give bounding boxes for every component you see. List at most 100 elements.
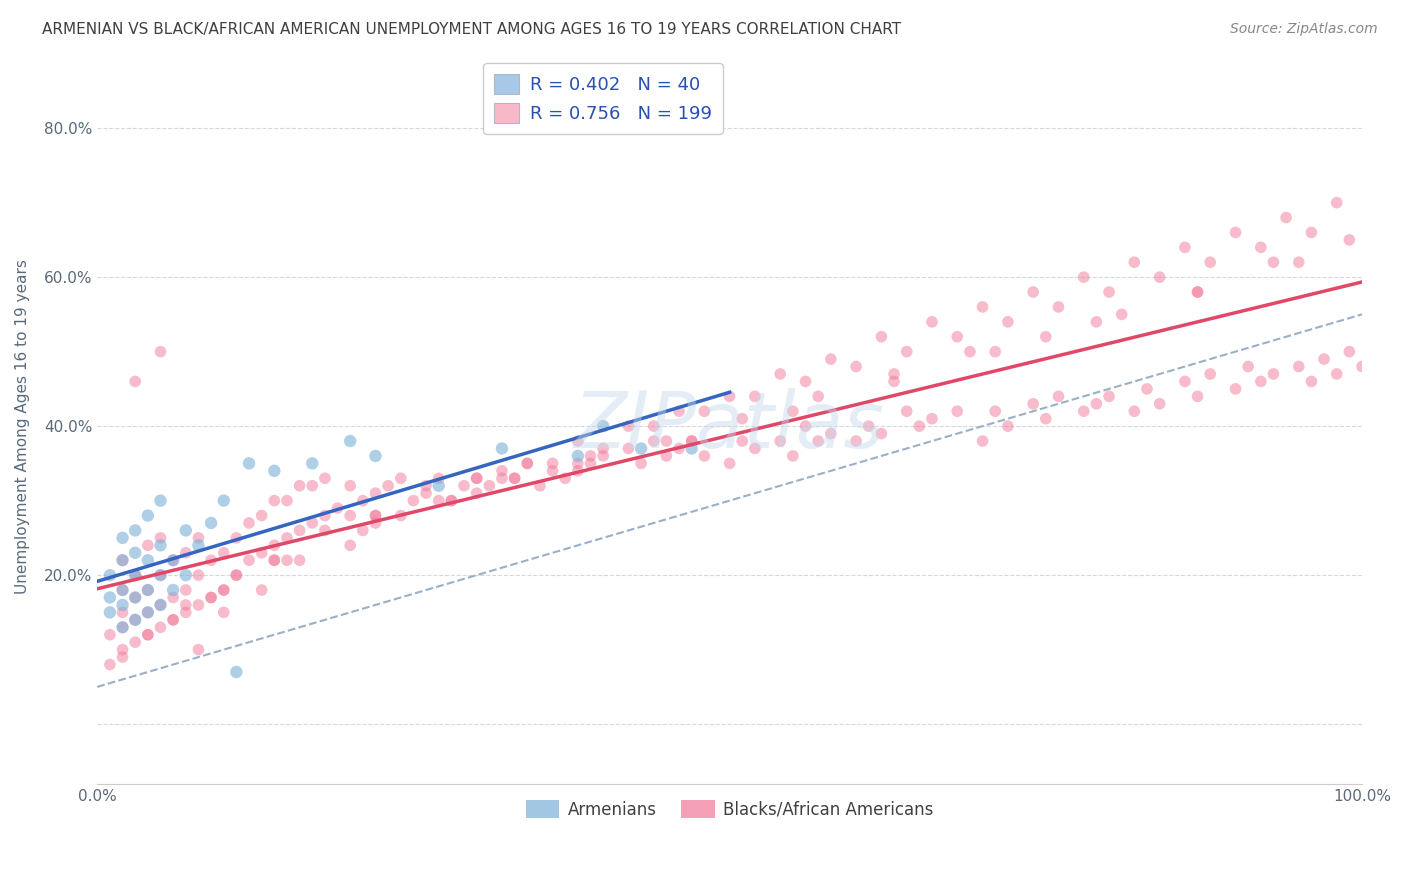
- Point: [162, 613, 184, 627]
- Point: [465, 471, 488, 485]
- Point: [187, 538, 209, 552]
- Point: [187, 642, 209, 657]
- Point: [465, 471, 488, 485]
- Point: [769, 434, 792, 448]
- Point: [174, 524, 197, 538]
- Point: [503, 471, 526, 485]
- Point: [1339, 344, 1361, 359]
- Point: [567, 456, 589, 470]
- Point: [98, 628, 121, 642]
- Point: [516, 456, 538, 470]
- Point: [174, 606, 197, 620]
- Point: [212, 606, 235, 620]
- Point: [491, 442, 513, 456]
- Point: [1288, 255, 1310, 269]
- Point: [124, 591, 146, 605]
- Point: [212, 493, 235, 508]
- Point: [478, 479, 501, 493]
- Point: [111, 553, 134, 567]
- Point: [149, 598, 172, 612]
- Point: [567, 434, 589, 448]
- Point: [98, 606, 121, 620]
- Point: [807, 389, 830, 403]
- Point: [162, 613, 184, 627]
- Point: [921, 411, 943, 425]
- Point: [276, 493, 298, 508]
- Point: [111, 620, 134, 634]
- Point: [124, 546, 146, 560]
- Point: [352, 524, 374, 538]
- Point: [339, 538, 361, 552]
- Point: [718, 389, 741, 403]
- Point: [794, 419, 817, 434]
- Point: [908, 419, 931, 434]
- Point: [516, 456, 538, 470]
- Point: [427, 493, 450, 508]
- Point: [1187, 285, 1209, 299]
- Point: [1275, 211, 1298, 225]
- Point: [731, 434, 754, 448]
- Point: [200, 516, 222, 530]
- Point: [579, 456, 602, 470]
- Point: [111, 650, 134, 665]
- Point: [174, 582, 197, 597]
- Point: [1123, 255, 1146, 269]
- Point: [1225, 382, 1247, 396]
- Point: [655, 449, 678, 463]
- Point: [643, 419, 665, 434]
- Point: [124, 568, 146, 582]
- Point: [339, 508, 361, 523]
- Point: [124, 635, 146, 649]
- Point: [263, 553, 285, 567]
- Point: [630, 456, 652, 470]
- Point: [440, 493, 463, 508]
- Point: [643, 434, 665, 448]
- Text: Source: ZipAtlas.com: Source: ZipAtlas.com: [1230, 22, 1378, 37]
- Point: [1073, 270, 1095, 285]
- Point: [174, 546, 197, 560]
- Point: [149, 531, 172, 545]
- Point: [136, 628, 159, 642]
- Point: [187, 531, 209, 545]
- Point: [1035, 411, 1057, 425]
- Point: [212, 546, 235, 560]
- Point: [1263, 367, 1285, 381]
- Point: [845, 434, 868, 448]
- Point: [263, 464, 285, 478]
- Point: [1326, 367, 1348, 381]
- Point: [1199, 255, 1222, 269]
- Y-axis label: Unemployment Among Ages 16 to 19 years: Unemployment Among Ages 16 to 19 years: [15, 259, 30, 593]
- Point: [415, 479, 437, 493]
- Point: [1326, 195, 1348, 210]
- Point: [149, 538, 172, 552]
- Point: [896, 404, 918, 418]
- Point: [136, 538, 159, 552]
- Point: [225, 531, 247, 545]
- Point: [782, 404, 804, 418]
- Point: [314, 471, 336, 485]
- Point: [136, 606, 159, 620]
- Point: [225, 665, 247, 679]
- Point: [845, 359, 868, 374]
- Point: [465, 486, 488, 500]
- Point: [238, 553, 260, 567]
- Point: [288, 479, 311, 493]
- Point: [1098, 389, 1121, 403]
- Point: [238, 456, 260, 470]
- Point: [617, 442, 640, 456]
- Point: [364, 516, 387, 530]
- Point: [364, 449, 387, 463]
- Point: [1123, 404, 1146, 418]
- Point: [1237, 359, 1260, 374]
- Point: [491, 471, 513, 485]
- Point: [301, 479, 323, 493]
- Point: [389, 508, 412, 523]
- Point: [870, 329, 893, 343]
- Point: [263, 553, 285, 567]
- Point: [212, 582, 235, 597]
- Point: [946, 329, 969, 343]
- Point: [326, 501, 349, 516]
- Point: [1136, 382, 1159, 396]
- Point: [98, 568, 121, 582]
- Point: [364, 486, 387, 500]
